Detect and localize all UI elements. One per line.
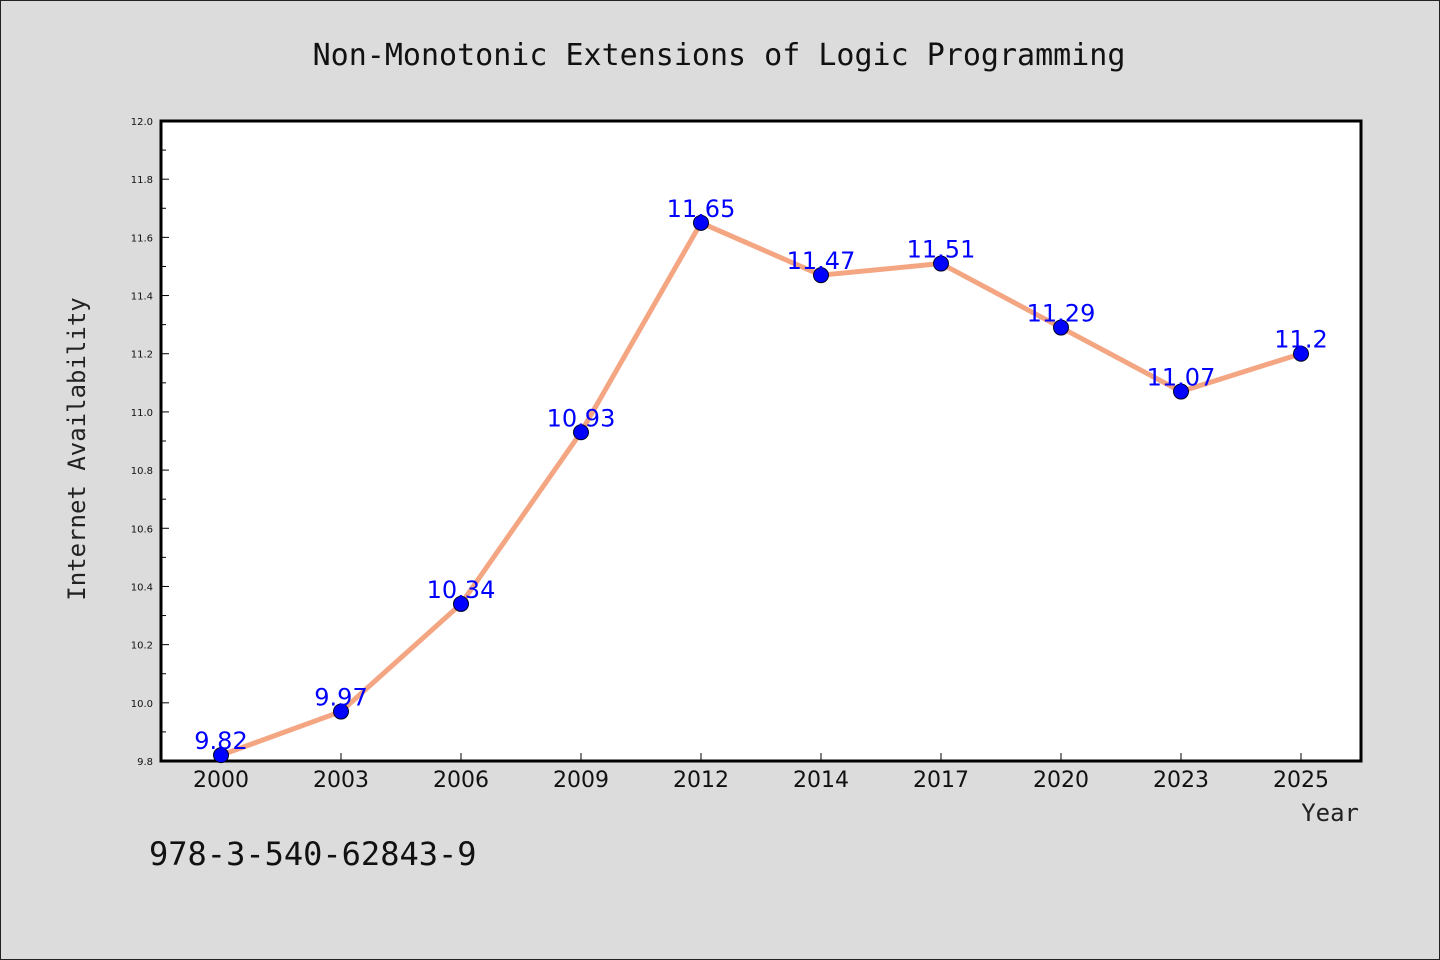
data-point-marker: [333, 703, 349, 720]
data-point-marker: [213, 747, 229, 764]
x-tick-label: 2006: [433, 768, 489, 793]
y-tick-label: 9.8: [137, 757, 153, 768]
x-axis-ticks: 2000 2003 2006 2009 2012 2014 2017 2020 2023 2025: [193, 753, 1329, 793]
x-axis-label: Year: [1301, 799, 1359, 827]
x-tick-label: 2012: [673, 768, 729, 793]
data-point-label: 10.93: [547, 404, 616, 432]
y-tick-label: 11.8: [131, 175, 153, 186]
y-tick-label: 10.2: [131, 641, 153, 652]
data-point-label: 11.29: [1027, 300, 1096, 328]
y-tick-label: 11.0: [131, 408, 153, 419]
data-point-marker: [1053, 319, 1069, 336]
x-tick-label: 2003: [313, 768, 369, 793]
y-axis-ticks: 9.8 10.0 10.2 10.4 10.6 10.8 11.0 11.2 11.4 11.6 1…: [131, 117, 169, 768]
x-tick-label: 2020: [1033, 768, 1089, 793]
plot-area: [159, 119, 1363, 763]
y-tick-label: 11.6: [131, 233, 153, 244]
y-tick-label: 11.4: [131, 292, 153, 303]
data-point-marker: [1293, 345, 1309, 362]
x-tick-label: 2014: [793, 768, 849, 793]
x-tick-label: 2023: [1153, 768, 1209, 793]
data-labels: 9.82 9.97 10.34 10.93 11.65 11.47 11.51 11.29 11…: [194, 195, 1327, 755]
chart-title: Non-Monotonic Extensions of Logic Progra…: [313, 38, 1126, 73]
data-point-label: 9.97: [314, 684, 367, 712]
data-point-label: 9.82: [194, 727, 247, 755]
data-point-label: 11.07: [1147, 364, 1216, 392]
data-point-label: 10.34: [427, 576, 496, 604]
y-tick-label: 10.4: [131, 582, 153, 593]
data-point-label: 11.47: [787, 247, 856, 275]
y-axis-label: Internet Availability: [63, 297, 91, 600]
data-point-marker: [693, 214, 709, 231]
y-tick-label: 11.2: [131, 350, 153, 361]
data-point-label: 11.65: [667, 195, 736, 223]
x-tick-label: 2017: [913, 768, 969, 793]
x-tick-label: 2025: [1273, 768, 1329, 793]
data-point-marker: [933, 255, 949, 272]
data-point-label: 11.51: [907, 236, 976, 264]
data-point-label: 11.2: [1274, 326, 1327, 354]
x-tick-label: 2009: [553, 768, 609, 793]
y-tick-label: 12.0: [131, 117, 153, 128]
y-tick-label: 10.6: [131, 524, 153, 535]
data-point-marker: [813, 267, 829, 284]
x-tick-label: 2000: [193, 768, 249, 793]
isbn-footnote: 978-3-540-62843-9: [149, 835, 477, 873]
y-tick-label: 10.8: [131, 466, 153, 477]
data-point-marker: [453, 595, 469, 612]
series-line: [218, 220, 1304, 758]
data-point-marker: [1173, 383, 1189, 400]
data-point-marker: [573, 424, 589, 441]
y-tick-label: 10.0: [131, 699, 153, 710]
series-markers: [213, 214, 1309, 764]
